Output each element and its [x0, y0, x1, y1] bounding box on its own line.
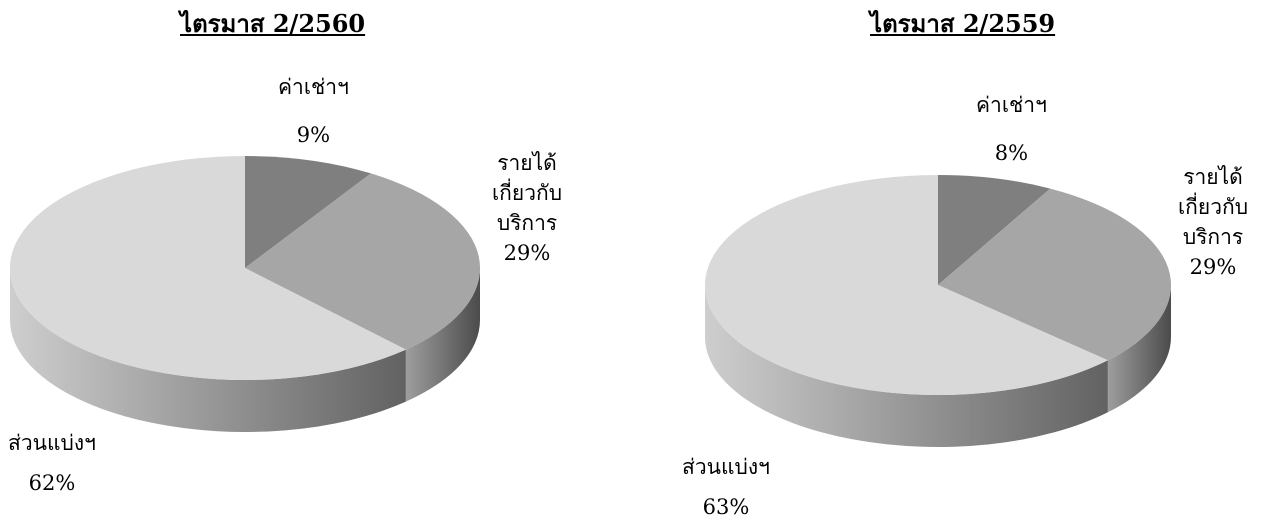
slice-value: 29% — [1189, 255, 1237, 279]
slice-name-line: รายได้ — [497, 151, 557, 175]
pie-graphic — [10, 156, 481, 433]
pie-slice-2 — [10, 156, 406, 381]
pie-slice-0 — [245, 156, 371, 268]
slice-name-line: เกี่ยวกับ — [492, 181, 563, 205]
pie-slice-1 — [245, 173, 481, 350]
pie-side-1 — [1107, 285, 1171, 413]
slice-label-share: ส่วนแบ่งฯ 63% — [682, 452, 770, 522]
slice-value: 63% — [702, 495, 750, 519]
pie-slice-0 — [938, 175, 1051, 285]
slice-name-line: บริการ — [496, 211, 558, 235]
pie-slice-2 — [705, 175, 1108, 396]
slice-label-rent: ค่าเช่าฯ 9% — [278, 72, 349, 150]
pie-slice-1 — [938, 188, 1171, 361]
slice-value: 62% — [28, 471, 76, 495]
pie-side-2 — [10, 268, 406, 433]
slice-name: ส่วนแบ่งฯ — [682, 455, 770, 479]
pie-side-2 — [705, 285, 1108, 447]
pie-graphic — [705, 175, 1171, 447]
slice-value: 8% — [994, 141, 1029, 165]
slice-value: 29% — [503, 241, 551, 265]
slice-name-line: บริการ — [1182, 225, 1244, 249]
slice-label-share: ส่วนแบ่งฯ 62% — [8, 428, 96, 498]
slice-label-rent: ค่าเช่าฯ 8% — [976, 90, 1047, 168]
slice-label-service: รายได้ เกี่ยวกับ บริการ 29% — [492, 148, 562, 268]
pie-side-1 — [405, 268, 480, 402]
chart-title: ไตรมาส 2/2560 — [180, 9, 366, 38]
pie-chart-2559: ไตรมาส 2/2559 ค่าเช่าฯ 8% รายได้ เกี่ยวก… — [638, 0, 1276, 528]
slice-name: ค่าเช่าฯ — [278, 75, 349, 99]
pie-chart-2560: ไตรมาส 2/2560 ค่าเช่าฯ 9% รายได้ เกี่ยวก… — [8, 9, 562, 498]
slice-name: ค่าเช่าฯ — [976, 93, 1047, 117]
slice-name-line: เกี่ยวกับ — [1178, 195, 1249, 219]
slice-name: ส่วนแบ่งฯ — [8, 431, 96, 455]
slice-label-service: รายได้ เกี่ยวกับ บริการ 29% — [1178, 162, 1248, 282]
chart-title: ไตรมาส 2/2559 — [870, 9, 1056, 38]
slice-value: 9% — [296, 123, 331, 147]
slice-name-line: รายได้ — [1183, 165, 1243, 189]
